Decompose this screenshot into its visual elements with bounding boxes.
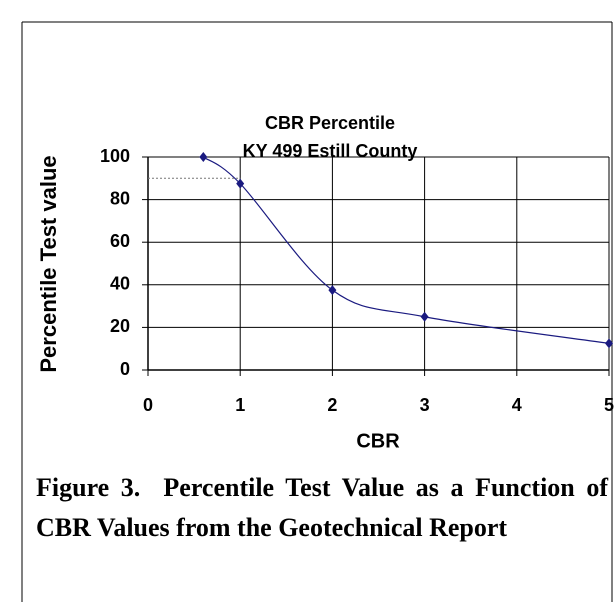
y-tick-label: 20 <box>110 316 130 336</box>
series-line <box>202 156 610 344</box>
y-tick-label: 60 <box>110 231 130 251</box>
x-tick-label: 4 <box>512 395 522 415</box>
x-tick-label: 1 <box>235 395 245 415</box>
caption: Figure 3. Percentile Test Value as a Fun… <box>36 473 615 542</box>
marker <box>605 338 613 349</box>
x-axis-label: CBR <box>356 430 400 452</box>
y-axis-label: Percentile Test value <box>36 155 61 372</box>
y-tick-label: 80 <box>110 188 130 208</box>
y-tick-label: 100 <box>100 146 130 166</box>
marker <box>199 152 208 162</box>
x-tick-label: 3 <box>420 395 430 415</box>
y-tick-label: 0 <box>120 359 130 379</box>
marker <box>328 285 337 296</box>
x-tick-label: 2 <box>327 395 337 415</box>
y-tick-label: 40 <box>110 274 130 294</box>
x-tick-label: 5 <box>604 395 614 415</box>
marker <box>236 178 245 189</box>
chart-title: CBR Percentile <box>265 113 395 133</box>
chart-subtitle: KY 499 Estill County <box>243 141 418 161</box>
x-tick-label: 0 <box>143 395 153 415</box>
marker <box>420 311 429 322</box>
